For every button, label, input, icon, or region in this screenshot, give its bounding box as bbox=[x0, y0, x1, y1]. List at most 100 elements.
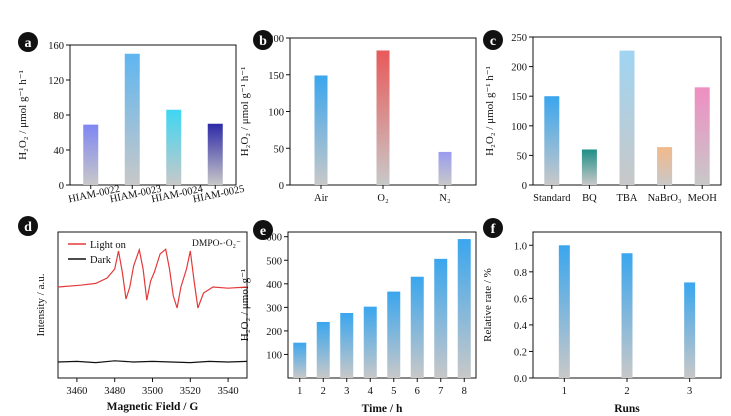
bar-f-2 bbox=[621, 253, 633, 378]
bar-e-2 bbox=[316, 321, 330, 378]
y-tick-label: 100 bbox=[266, 350, 282, 361]
x-tick-label: 3460 bbox=[66, 386, 87, 397]
bar-b-1 bbox=[314, 75, 328, 185]
series-line-dark bbox=[57, 360, 248, 364]
panel-badge-e: e bbox=[253, 220, 273, 240]
y-tick-label: 200 bbox=[511, 63, 527, 74]
panel-badge-circle bbox=[483, 30, 503, 50]
panel-badge-b: b bbox=[253, 30, 273, 50]
plot-frame bbox=[287, 231, 477, 379]
x-tick-label: 3 bbox=[687, 386, 692, 397]
bar-c-3 bbox=[619, 50, 635, 186]
panel-f: 0.0 0.2 0.4 0.6 0.8 1.0 1 2 3 Relative rate / % Ru… bbox=[482, 231, 722, 415]
bar-e-1 bbox=[293, 342, 307, 378]
panel-badge-d: d bbox=[18, 216, 38, 236]
bar-e-5 bbox=[387, 291, 401, 378]
panel-badge-letter: d bbox=[24, 220, 32, 235]
x-tick-label: Air bbox=[314, 193, 329, 204]
y-tick-label: 0 bbox=[522, 181, 527, 192]
y-tick-label: 50 bbox=[517, 151, 528, 162]
y-tick-label: 200 bbox=[268, 34, 284, 45]
y-tick-label: 0 bbox=[279, 181, 284, 192]
x-axis-label: Runs bbox=[614, 403, 640, 415]
y-tick-label: 0.2 bbox=[514, 347, 527, 358]
x-tick-label: 3540 bbox=[218, 386, 239, 397]
panel-badge-letter: a bbox=[25, 36, 32, 51]
x-tick-label: 3 bbox=[344, 386, 349, 397]
y-axis-label: H₂O₂ / μmol g⁻¹ h⁻¹ bbox=[484, 66, 496, 156]
bar-c-5 bbox=[694, 87, 710, 185]
x-tick-label: N₂ bbox=[439, 193, 451, 204]
panel-badge-a: a bbox=[18, 32, 38, 52]
panel-c: 0 50 100 150 200 250 Standard BQ TBA NaBrO₃ MeOH H₂… bbox=[484, 33, 722, 204]
bar-a-3 bbox=[166, 109, 182, 185]
y-tick-label: 100 bbox=[268, 108, 284, 119]
y-tick-label: 0.6 bbox=[514, 294, 527, 305]
bar-c-4 bbox=[657, 147, 673, 185]
plot-frame bbox=[57, 231, 248, 379]
annotation: DMPO-·O₂⁻ bbox=[192, 239, 241, 249]
y-tick-label: 100 bbox=[511, 122, 527, 133]
bar-e-4 bbox=[363, 306, 377, 378]
bar-a-4 bbox=[207, 123, 223, 185]
y-tick-label: 0.8 bbox=[514, 268, 527, 279]
panel-badge-letter: f bbox=[491, 222, 496, 237]
panel-badge-letter: e bbox=[260, 224, 266, 239]
x-tick-label: 3480 bbox=[104, 386, 125, 397]
panel-b: 0 50 100 150 200 Air O₂ N₂ H₂O₂ / μmol g⁻¹ h⁻¹ bbox=[239, 34, 477, 204]
y-axis-label: H₂O₂ / μmol g⁻¹ h⁻¹ bbox=[17, 70, 29, 160]
panel-a: 04080120160HIAM-0022HIAM-0023HIAM-0024HI… bbox=[17, 41, 246, 205]
bar-b-2 bbox=[376, 50, 390, 186]
y-tick-label: 150 bbox=[511, 92, 527, 103]
series-line-light-on bbox=[57, 247, 248, 309]
panel-badge-letter: b bbox=[259, 34, 267, 49]
y-tick-label: 80 bbox=[54, 111, 65, 122]
x-tick-label: 1 bbox=[562, 386, 567, 397]
bar-a-2 bbox=[124, 53, 140, 185]
legend-entry: Light on bbox=[90, 240, 127, 251]
y-axis-label: H₂O₂ / μmol g⁻¹ bbox=[239, 269, 251, 341]
bar-f-3 bbox=[684, 282, 696, 378]
x-tick-label: 4 bbox=[368, 386, 374, 397]
y-axis-label: H₂O₂ / μmol g⁻¹ h⁻¹ bbox=[239, 67, 251, 157]
y-tick-label: 400 bbox=[266, 280, 282, 291]
panel-badge-f: f bbox=[483, 218, 503, 238]
y-tick-label: 50 bbox=[274, 144, 285, 155]
y-tick-label: 0.4 bbox=[514, 321, 528, 332]
x-tick-label: 5 bbox=[391, 386, 396, 397]
x-tick-label: 8 bbox=[462, 386, 467, 397]
panel-badge-circle bbox=[18, 32, 38, 52]
y-axis-label: Intensity / a.u. bbox=[35, 273, 47, 336]
y-tick-label: 300 bbox=[266, 303, 282, 314]
y-tick-label: 200 bbox=[266, 327, 282, 338]
bar-c-1 bbox=[544, 96, 560, 185]
panel-e: 100 200 300 400 500 600 1 2 3 4 5 6 7 8 H₂O₂ / μmol g⁻… bbox=[239, 231, 477, 415]
x-tick-label: 3500 bbox=[142, 386, 163, 397]
panel-badge-c: c bbox=[483, 30, 503, 50]
panel-badge-circle bbox=[18, 216, 38, 236]
y-tick-label: 150 bbox=[268, 71, 284, 82]
panel-badge-letter: c bbox=[490, 34, 496, 49]
y-tick-label: 120 bbox=[48, 76, 64, 87]
x-tick-label: 7 bbox=[438, 386, 443, 397]
bar-f-1 bbox=[558, 245, 570, 378]
x-tick-label: BQ bbox=[582, 193, 597, 204]
bar-e-8 bbox=[457, 239, 471, 378]
panel-badge-circle bbox=[483, 218, 503, 238]
x-tick-label: 2 bbox=[624, 386, 629, 397]
x-tick-label: NaBrO₃ bbox=[648, 193, 682, 204]
y-tick-label: 600 bbox=[266, 233, 282, 244]
bar-e-6 bbox=[410, 276, 424, 378]
bar-e-3 bbox=[340, 313, 354, 378]
y-tick-label: 0 bbox=[59, 181, 64, 192]
y-tick-label: 250 bbox=[511, 33, 527, 44]
x-axis-label: Time / h bbox=[362, 403, 403, 415]
panel-d: 3460 3480 3500 3520 3540 Light on Dark DMPO-·O₂… bbox=[35, 231, 248, 413]
bar-e-7 bbox=[434, 258, 448, 378]
y-axis-label: Relative rate / % bbox=[482, 268, 494, 342]
y-tick-label: 40 bbox=[54, 146, 65, 157]
x-tick-label: 1 bbox=[297, 386, 302, 397]
x-tick-label: 2 bbox=[321, 386, 326, 397]
legend-entry: Dark bbox=[90, 255, 112, 266]
